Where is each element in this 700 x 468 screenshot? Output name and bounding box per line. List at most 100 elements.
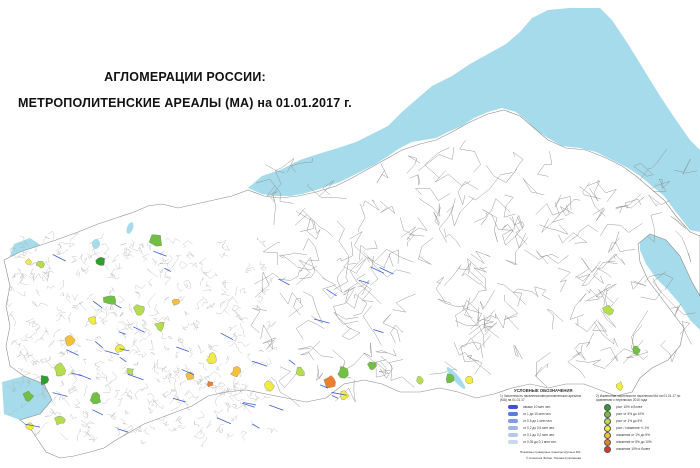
region-boundary-line <box>205 371 221 380</box>
region-boundary-line <box>59 353 66 358</box>
region-boundary-line <box>349 257 382 305</box>
region-boundary-line <box>250 389 255 397</box>
city-link-line <box>358 279 370 284</box>
region-boundary-line <box>242 404 252 415</box>
map-title-line2: МЕТРОПОЛИТЕНСКИЕ АРЕАЛЫ (МА) на 01.01.20… <box>18 96 352 110</box>
city-link-line <box>92 409 104 416</box>
region-boundary-line <box>179 260 188 269</box>
region-boundary-line <box>29 273 36 279</box>
region-boundary-line <box>261 266 267 271</box>
region-boundary-line <box>214 392 222 406</box>
metro-area <box>602 304 614 316</box>
city-link-line <box>278 278 290 286</box>
region-boundary-line <box>265 158 295 173</box>
region-boundary-line <box>107 353 114 362</box>
region-boundary-line <box>55 390 62 401</box>
region-boundary-line <box>476 315 498 348</box>
region-boundary-line <box>551 199 581 223</box>
region-boundary-line <box>183 279 192 289</box>
city-link-line <box>370 266 385 274</box>
region-boundary-line <box>93 363 101 372</box>
region-boundary-line <box>239 287 247 294</box>
region-boundary-line <box>143 324 150 335</box>
region-boundary-line <box>207 345 212 350</box>
region-boundary-line <box>630 275 646 290</box>
legend-dynamics-row: снижение 10% и более <box>604 445 650 453</box>
region-boundary-line <box>42 235 50 244</box>
region-boundary-line <box>35 422 49 437</box>
region-boundary-line <box>189 347 193 358</box>
region-boundary-line <box>30 327 41 338</box>
city-link-line <box>118 331 126 335</box>
region-boundary-line <box>48 340 55 348</box>
region-boundary-line <box>593 321 619 348</box>
legend-label: снижение от 5% до 10% <box>616 440 652 444</box>
region-boundary-line <box>232 309 243 320</box>
region-boundary-line <box>260 324 274 350</box>
region-boundary-line <box>110 412 117 421</box>
region-boundary-line <box>255 178 294 204</box>
region-boundary-line <box>30 261 38 266</box>
region-boundary-line <box>375 359 391 375</box>
region-boundary-line <box>467 282 488 307</box>
region-boundary-line <box>126 394 132 400</box>
region-boundary-line <box>138 247 144 256</box>
region-boundary-line <box>158 268 164 278</box>
region-boundary-line <box>60 432 69 440</box>
legend-swatch <box>604 417 611 425</box>
region-boundary-line <box>161 332 166 340</box>
region-boundary-line <box>437 298 466 307</box>
region-boundary-line <box>572 349 586 361</box>
region-boundary-line <box>165 372 172 380</box>
region-boundary-line <box>56 339 65 346</box>
region-boundary-line <box>41 385 48 393</box>
region-boundary-line <box>123 424 133 436</box>
legend-swatch <box>508 419 518 423</box>
legend-heading: УСЛОВНЫЕ ОБОЗНАЧЕНИЯ <box>514 388 573 393</box>
region-boundary-line <box>362 199 380 211</box>
region-boundary-line <box>234 381 240 389</box>
region-boundary-line <box>575 267 612 282</box>
legend-swatch <box>604 438 611 446</box>
metro-area <box>64 335 76 346</box>
region-boundary-line <box>159 257 165 264</box>
legend-swatch <box>508 405 518 409</box>
region-boundary-line <box>228 324 237 332</box>
region-boundary-line <box>165 238 181 244</box>
region-boundary-line <box>557 267 571 293</box>
legend-col2-title: 2) Изменение численности населения МА на… <box>596 394 681 402</box>
region-boundary-line <box>128 349 138 354</box>
metro-area <box>206 352 217 364</box>
region-boundary-line <box>574 332 594 350</box>
city-link-line <box>320 384 329 389</box>
region-boundary-line <box>524 249 569 264</box>
region-boundary-line <box>148 407 154 414</box>
region-boundary-line <box>198 362 208 371</box>
region-boundary-line <box>42 270 55 275</box>
city-link-line <box>172 397 186 403</box>
region-boundary-line <box>470 250 491 264</box>
region-boundary-line <box>574 257 601 278</box>
metro-area <box>632 345 641 355</box>
region-boundary-line <box>120 418 128 425</box>
region-boundary-line <box>622 349 649 364</box>
region-boundary-line <box>177 425 187 429</box>
region-boundary-line <box>68 387 77 394</box>
legend-swatch <box>508 440 518 444</box>
region-boundary-line <box>155 378 161 383</box>
region-boundary-line <box>226 388 238 391</box>
region-boundary-line <box>20 337 28 341</box>
region-boundary-line <box>250 308 268 333</box>
region-boundary-line <box>182 240 193 248</box>
region-boundary-line <box>107 413 115 419</box>
region-boundary-line <box>183 283 189 289</box>
region-boundary-line <box>307 183 347 200</box>
region-boundary-line <box>438 205 454 243</box>
region-boundary-line <box>32 273 41 282</box>
city-link-line <box>243 402 256 406</box>
region-boundary-line <box>159 251 165 255</box>
region-boundary-line <box>61 342 75 348</box>
region-boundary-line <box>34 337 44 344</box>
region-boundary-line <box>32 300 38 307</box>
